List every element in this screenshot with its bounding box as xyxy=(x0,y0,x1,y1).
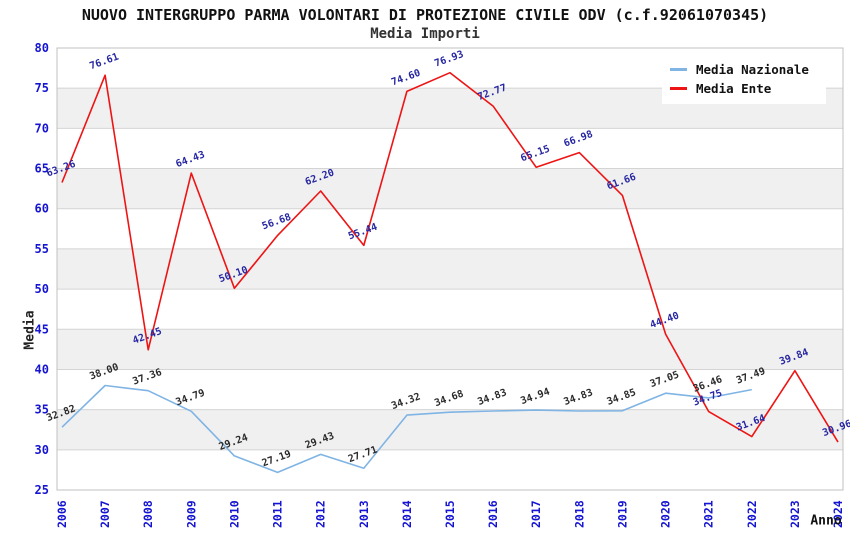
x-tick-label: 2022 xyxy=(745,500,759,528)
x-tick-label: 2007 xyxy=(98,500,112,528)
y-axis-title: Media xyxy=(22,310,38,350)
x-tick-label: 2012 xyxy=(314,500,328,528)
y-tick-label: 70 xyxy=(35,121,49,135)
plot-band xyxy=(57,329,843,370)
y-tick-label: 60 xyxy=(35,202,49,216)
x-tick-label: 2019 xyxy=(615,500,629,528)
y-tick-label: 75 xyxy=(35,81,49,95)
y-tick-label: 45 xyxy=(35,322,49,336)
plot-border xyxy=(56,47,844,491)
plot-band xyxy=(57,369,843,410)
x-tick-label: 2020 xyxy=(659,500,673,528)
y-tick-label: 40 xyxy=(35,362,49,376)
plot-band xyxy=(57,208,843,249)
plot-band xyxy=(57,168,843,209)
legend-swatch-nazionale-icon xyxy=(670,68,687,71)
legend-label-ente: Media Ente xyxy=(696,81,772,96)
plot-band xyxy=(57,449,843,490)
y-tick-label: 50 xyxy=(35,282,49,296)
chart-title: NUOVO INTERGRUPPO PARMA VOLONTARI DI PRO… xyxy=(81,6,769,24)
legend-item-media-nazionale: Media Nazionale xyxy=(670,60,822,79)
y-tick-label: 80 xyxy=(35,41,49,55)
y-tick-label: 35 xyxy=(35,403,49,417)
x-tick-label: 2018 xyxy=(572,500,586,528)
x-tick-label: 2024 xyxy=(831,500,845,528)
y-tick-label: 25 xyxy=(35,483,49,497)
x-tick-label: 2023 xyxy=(788,500,802,528)
series-line-media-nazionale xyxy=(61,384,752,474)
x-tick-label: 2010 xyxy=(227,500,241,528)
x-tick-label: 2016 xyxy=(486,500,500,528)
series-line-media-ente xyxy=(61,71,839,443)
x-tick-label: 2008 xyxy=(141,500,155,528)
y-tick-label: 30 xyxy=(35,443,49,457)
plot-band xyxy=(57,248,843,290)
x-tick-label: 2015 xyxy=(443,500,457,528)
y-tick-label: 65 xyxy=(35,162,49,176)
x-tick-label: 2011 xyxy=(271,500,285,528)
x-tick-label: 2009 xyxy=(184,500,198,528)
x-tick-label: 2017 xyxy=(529,500,543,528)
y-tick-label: 55 xyxy=(35,242,49,256)
chart-subtitle: Media Importi xyxy=(370,26,480,42)
plot-band xyxy=(57,289,843,330)
x-tick-label: 2014 xyxy=(400,500,414,528)
legend-item-media-ente: Media Ente xyxy=(670,79,822,98)
x-axis-title: Anno xyxy=(810,513,842,529)
legend-label-nazionale: Media Nazionale xyxy=(696,62,809,77)
legend: Media Nazionale Media Ente xyxy=(662,54,826,104)
x-tick-label: 2013 xyxy=(357,500,371,528)
legend-swatch-ente-icon xyxy=(670,87,687,90)
x-tick-label: 2006 xyxy=(55,500,69,528)
plot-band xyxy=(57,128,843,169)
plot-band xyxy=(57,409,843,450)
x-tick-label: 2021 xyxy=(702,500,716,528)
